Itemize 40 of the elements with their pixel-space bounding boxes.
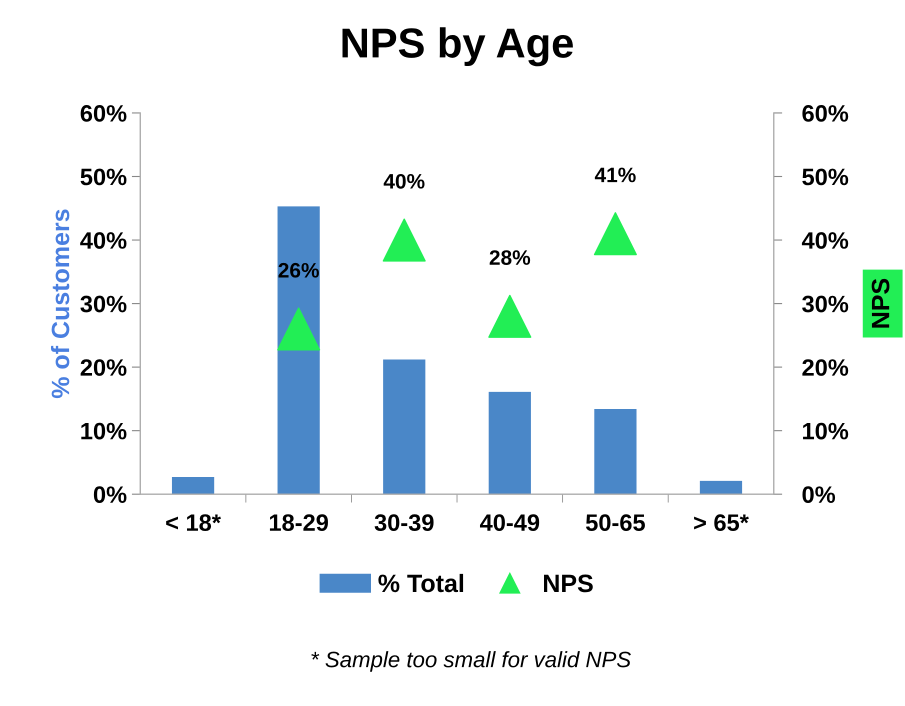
y2-tick-label: 0%: [802, 486, 836, 503]
x-tick-label: 18-29: [270, 514, 328, 531]
bar: [594, 409, 637, 494]
y2-tick-label: 50%: [802, 168, 848, 186]
y-tick-label: 40%: [80, 232, 126, 249]
bar: [383, 359, 426, 494]
point: [382, 218, 426, 262]
y-tick-label: 10%: [81, 422, 126, 440]
point: [488, 294, 532, 338]
x-tick-label: 30-39: [374, 514, 434, 532]
x-tick-label: 50-65: [586, 514, 645, 531]
y-tick-label: 60%: [80, 105, 126, 122]
y2-axis-title: NPS: [872, 278, 890, 328]
x-tick-label: > 65*: [694, 514, 749, 531]
y-tick-label: 50%: [80, 168, 126, 186]
x-tick-label: 40-49: [480, 514, 540, 531]
y-tick-label: 30%: [80, 296, 126, 312]
y2-tick-label: 20%: [802, 359, 848, 376]
bar: [278, 206, 320, 494]
y2-tick-label: 30%: [802, 296, 848, 312]
chart-title: NPS by Age: [342, 27, 573, 66]
bar: [700, 480, 742, 494]
data-label: 40%: [384, 174, 425, 189]
point: [594, 212, 637, 256]
y2-tick-label: 60%: [802, 105, 848, 122]
legend-label: NPS: [544, 574, 593, 592]
bar: [172, 477, 214, 494]
x-tick-label: < 18*: [166, 514, 221, 531]
legend-label: % Total: [378, 574, 464, 592]
y2-tick-label: 40%: [802, 232, 848, 249]
data-label: 28%: [490, 250, 530, 265]
point: [277, 307, 320, 351]
y-tick-label: 20%: [80, 359, 126, 376]
data-label: 41%: [594, 168, 636, 182]
bar: [488, 392, 531, 494]
text: * Sample too small for valid NPS: [311, 651, 631, 672]
data-label: 26%: [278, 262, 319, 278]
y-axis-title: % of Customers: [50, 209, 70, 398]
y-tick-label: 0%: [94, 486, 126, 503]
y2-tick-label: 10%: [803, 422, 848, 440]
